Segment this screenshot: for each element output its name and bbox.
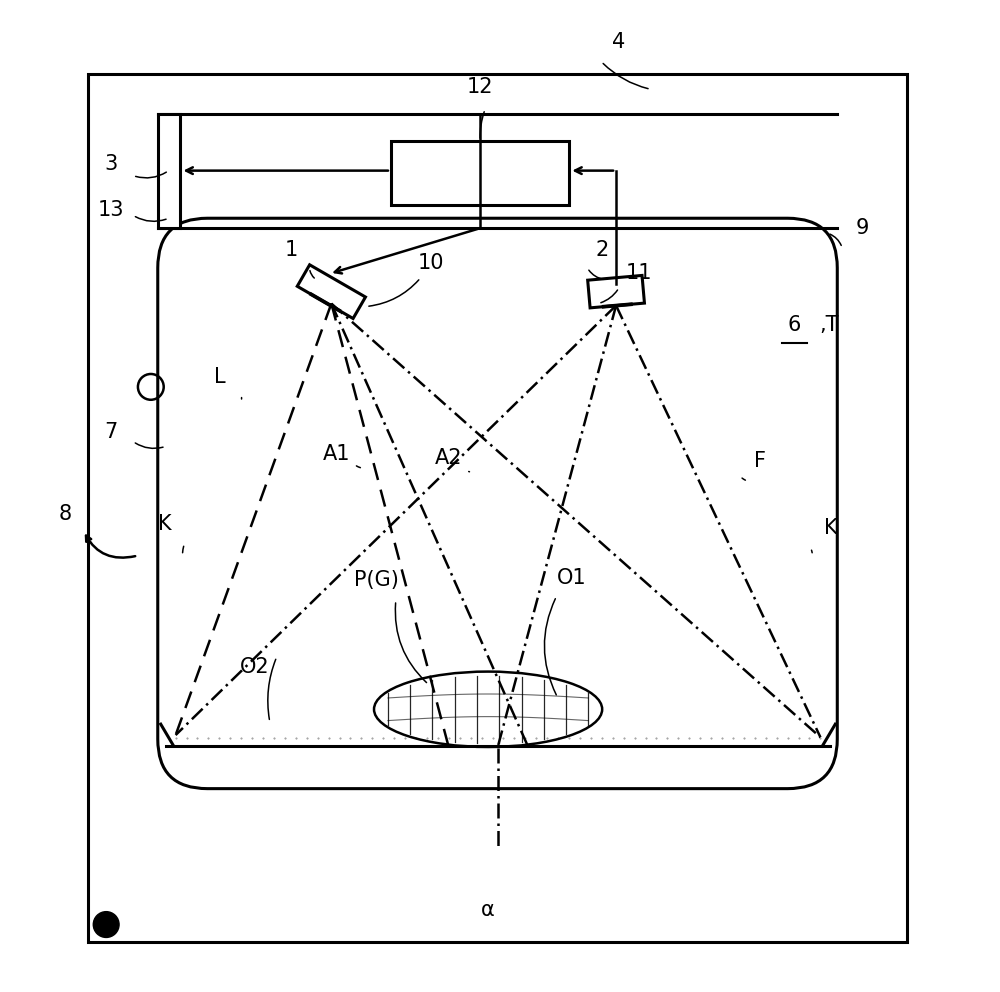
Text: O1: O1 (557, 568, 586, 588)
Text: K: K (824, 518, 837, 538)
Text: 8: 8 (59, 504, 72, 524)
Text: 7: 7 (105, 422, 118, 441)
Text: 1: 1 (285, 240, 298, 260)
Text: 3: 3 (105, 154, 118, 174)
FancyBboxPatch shape (158, 218, 837, 789)
Text: ,T: ,T (819, 315, 839, 335)
Text: 6: 6 (788, 315, 801, 335)
Text: 13: 13 (98, 200, 124, 220)
Text: O2: O2 (240, 657, 270, 677)
Text: L: L (214, 367, 226, 387)
Text: 12: 12 (467, 77, 493, 97)
Bar (158, 114, 180, 228)
Text: α: α (481, 900, 495, 920)
Text: 9: 9 (855, 218, 869, 238)
Text: F: F (754, 451, 766, 471)
Text: A2: A2 (435, 448, 462, 468)
Circle shape (93, 912, 119, 937)
Text: A1: A1 (323, 444, 350, 464)
Bar (88, 74, 907, 942)
Text: P(G): P(G) (354, 570, 398, 590)
Text: 4: 4 (612, 32, 626, 52)
Text: 11: 11 (626, 263, 652, 283)
Text: 2: 2 (596, 240, 609, 260)
Bar (391, 141, 569, 205)
Text: K: K (158, 514, 172, 534)
Text: 10: 10 (417, 253, 444, 273)
